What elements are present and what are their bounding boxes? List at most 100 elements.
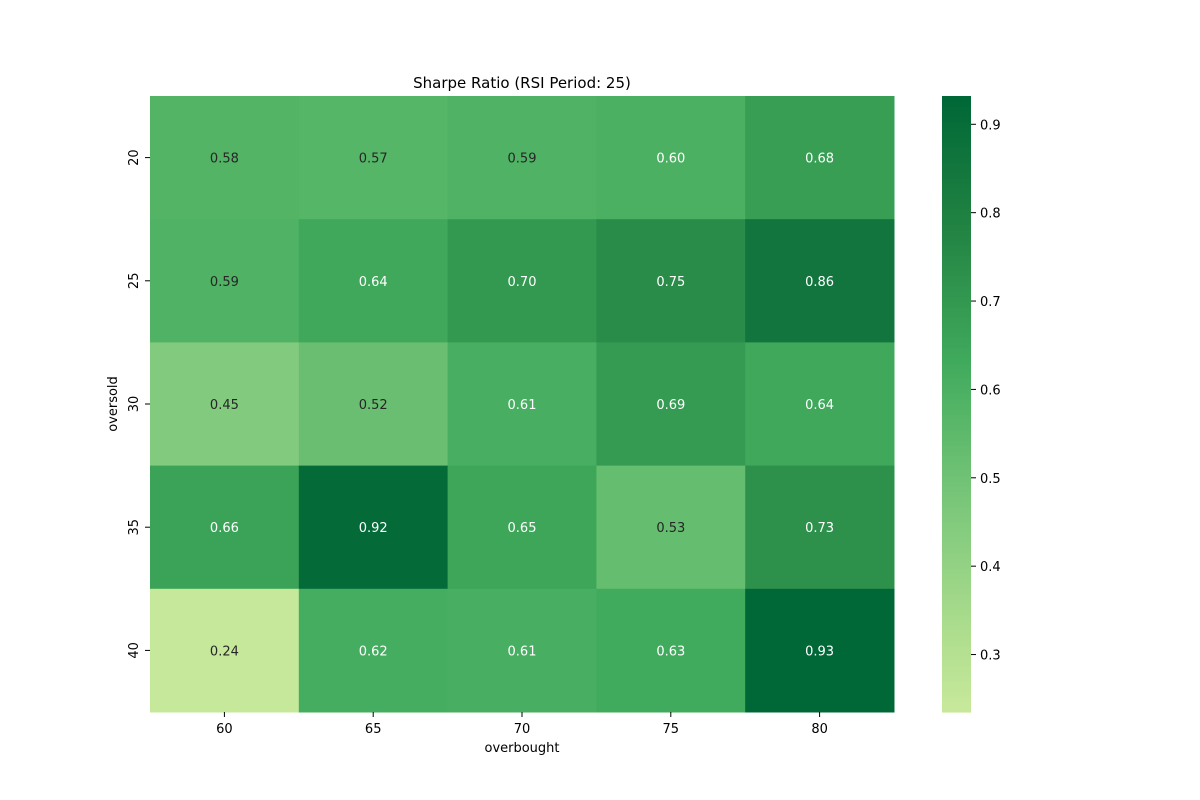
colorbar-segment bbox=[942, 573, 971, 580]
colorbar-segment bbox=[942, 706, 971, 713]
colorbar-segment bbox=[942, 496, 971, 503]
colorbar-segment bbox=[942, 280, 971, 287]
colorbar-segment bbox=[942, 373, 971, 379]
colorbar-segment bbox=[942, 676, 971, 682]
heatmap-cell bbox=[150, 588, 300, 713]
y-axis-ticks: 20 25 30 35 40 bbox=[127, 149, 150, 659]
x-tick-label: 80 bbox=[811, 722, 828, 737]
colorbar-segment bbox=[942, 414, 971, 420]
colorbar-segment bbox=[942, 470, 971, 477]
colorbar-segment bbox=[942, 532, 971, 539]
cell-value-label: 0.66 bbox=[210, 521, 239, 536]
colorbar-segment bbox=[942, 101, 971, 107]
y-tick-label: 30 bbox=[127, 396, 142, 413]
colorbar-segment bbox=[942, 316, 971, 323]
colorbar-tick-label: 0.5 bbox=[980, 472, 1001, 487]
colorbar-segment bbox=[942, 445, 971, 451]
colorbar-segment bbox=[942, 383, 971, 390]
colorbar-segment bbox=[942, 398, 971, 405]
colorbar-segment bbox=[942, 501, 971, 508]
heatmap-cell bbox=[745, 219, 895, 343]
colorbar-segment bbox=[942, 116, 971, 123]
heatmap-cell bbox=[447, 588, 597, 713]
colorbar-segment bbox=[942, 327, 971, 333]
cell-value-label: 0.52 bbox=[359, 398, 388, 413]
cell-value-label: 0.73 bbox=[805, 521, 834, 536]
y-axis-label: oversold bbox=[106, 376, 121, 432]
colorbar-segment bbox=[942, 311, 971, 318]
colorbar-segment bbox=[942, 439, 971, 446]
colorbar-tick-label: 0.6 bbox=[980, 383, 1001, 398]
colorbar-segment bbox=[942, 142, 971, 148]
colorbar-segment bbox=[942, 96, 971, 102]
colorbar-segment bbox=[942, 291, 971, 297]
colorbar-segment bbox=[942, 203, 971, 210]
cell-value-label: 0.61 bbox=[508, 398, 537, 413]
colorbar-tick-label: 0.8 bbox=[980, 207, 1001, 222]
colorbar-segment bbox=[942, 362, 971, 369]
y-tick-label: 25 bbox=[127, 273, 142, 290]
colorbar-segment bbox=[942, 337, 971, 343]
colorbar-segment bbox=[942, 106, 971, 112]
heatmap-cell bbox=[447, 465, 597, 590]
heatmap-cell bbox=[298, 465, 449, 590]
heatmap-cell bbox=[447, 96, 597, 220]
cell-value-label: 0.62 bbox=[359, 644, 388, 659]
colorbar-segment bbox=[942, 352, 971, 359]
colorbar-segment bbox=[942, 332, 971, 338]
colorbar-segment bbox=[942, 486, 971, 492]
colorbar-segment bbox=[942, 296, 971, 302]
colorbar-segment bbox=[942, 208, 971, 215]
cell-value-label: 0.59 bbox=[210, 275, 239, 290]
colorbar-segment bbox=[942, 409, 971, 415]
colorbar-segment bbox=[942, 460, 971, 467]
colorbar-segment bbox=[942, 599, 971, 605]
colorbar-segment bbox=[942, 691, 971, 698]
colorbar-segment bbox=[942, 404, 971, 410]
x-tick-label: 70 bbox=[514, 722, 531, 737]
colorbar-segment bbox=[942, 655, 971, 662]
colorbar-segment bbox=[942, 537, 971, 544]
colorbar-segment bbox=[942, 224, 971, 231]
heatmap-cell bbox=[298, 96, 449, 220]
cell-value-label: 0.92 bbox=[359, 521, 388, 536]
colorbar-segment bbox=[942, 111, 971, 118]
colorbar-segment bbox=[942, 465, 971, 472]
colorbar-segment bbox=[942, 660, 971, 667]
colorbar-segment bbox=[942, 578, 971, 585]
cell-value-label: 0.70 bbox=[508, 275, 537, 290]
colorbar-segment bbox=[942, 635, 971, 641]
heatmap-cell bbox=[745, 342, 895, 467]
colorbar-segment bbox=[942, 357, 971, 364]
cell-value-label: 0.69 bbox=[656, 398, 685, 413]
colorbar-segment bbox=[942, 511, 971, 518]
colorbar-segment bbox=[942, 568, 971, 574]
colorbar-segment bbox=[942, 137, 971, 143]
colorbar-segment bbox=[942, 450, 971, 456]
colorbar-segment bbox=[942, 624, 971, 631]
colorbar-segment bbox=[942, 255, 971, 261]
colorbar-segment bbox=[942, 321, 971, 328]
heatmap-cell bbox=[150, 219, 300, 343]
colorbar-segment bbox=[942, 645, 971, 651]
colorbar-segment bbox=[942, 696, 971, 703]
colorbar-segment bbox=[942, 491, 971, 497]
colorbar-segment bbox=[942, 593, 971, 600]
heatmap-cell bbox=[298, 219, 449, 343]
colorbar-segment bbox=[942, 552, 971, 559]
heatmap-cells: 0.58 0.57 0.59 0.60 0.68 0.59 0.64 0.70 0.75 0.86… bbox=[150, 96, 895, 713]
colorbar-segment bbox=[942, 198, 971, 205]
cell-value-label: 0.59 bbox=[508, 152, 537, 167]
colorbar-segment bbox=[942, 306, 971, 313]
colorbar-segment bbox=[942, 157, 971, 164]
y-tick-label: 35 bbox=[127, 519, 142, 536]
colorbar-segment bbox=[942, 214, 971, 220]
cell-value-label: 0.68 bbox=[805, 152, 834, 167]
colorbar-segment bbox=[942, 388, 971, 395]
cell-value-label: 0.24 bbox=[210, 644, 239, 659]
heatmap-cell bbox=[150, 96, 300, 220]
colorbar-tick-label: 0.7 bbox=[980, 295, 1001, 310]
colorbar-segment bbox=[942, 650, 971, 657]
cell-value-label: 0.58 bbox=[210, 152, 239, 167]
colorbar-segment bbox=[942, 244, 971, 251]
